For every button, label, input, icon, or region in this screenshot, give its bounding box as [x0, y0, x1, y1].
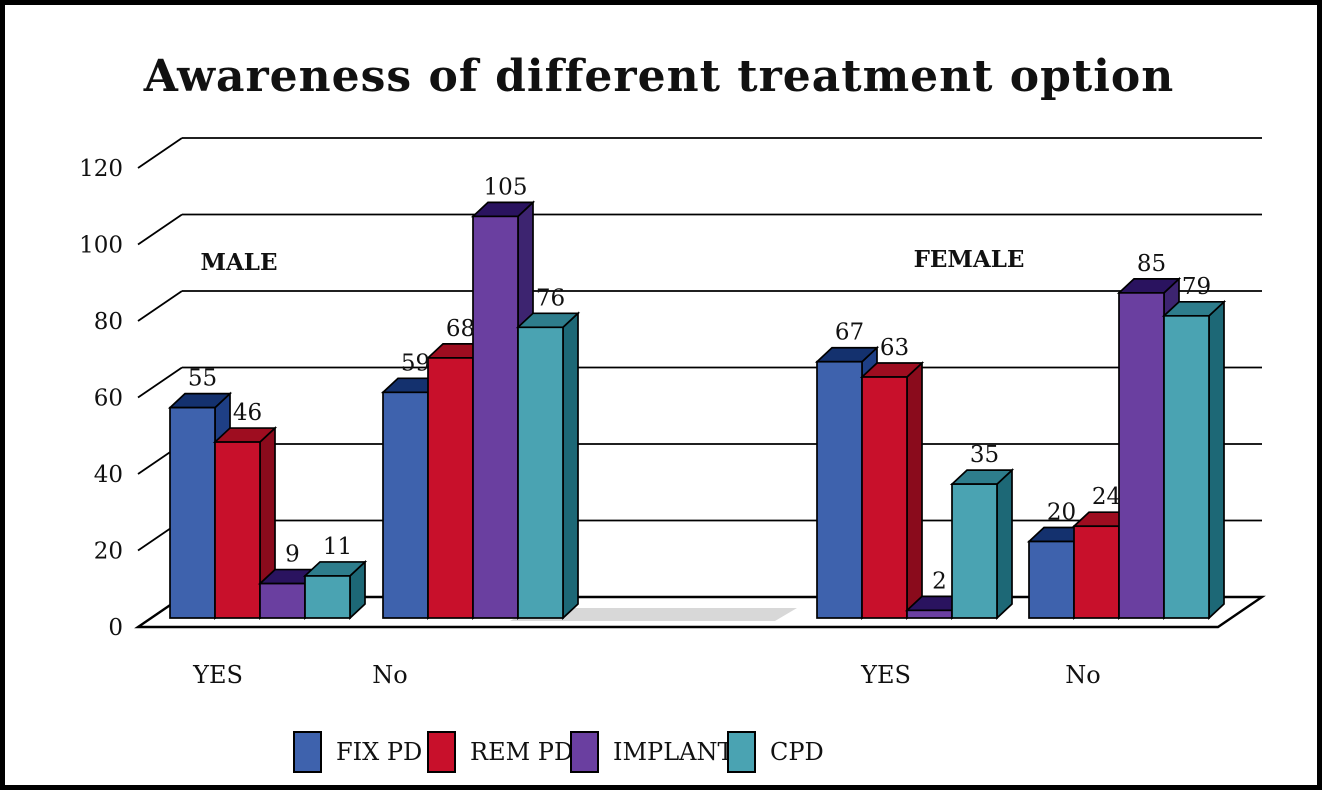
group-label-female: FEMALE	[913, 246, 1025, 273]
value-label: 85	[1137, 251, 1166, 277]
bar-front	[861, 376, 908, 619]
category-label: No	[1065, 661, 1100, 689]
floor-shadow	[510, 608, 797, 621]
axis-tick	[137, 137, 183, 169]
y-axis-label: 40	[94, 462, 123, 488]
value-label: 24	[1092, 484, 1121, 510]
value-label: 63	[880, 335, 909, 361]
bar-front	[427, 357, 474, 619]
y-axis-label: 120	[79, 156, 123, 182]
value-label: 55	[188, 366, 217, 392]
axis-tick	[137, 290, 183, 322]
bar-front	[382, 391, 429, 619]
bar-side	[906, 361, 923, 620]
bar-side	[996, 468, 1013, 620]
bar-front	[259, 582, 306, 619]
bar-front	[214, 441, 261, 619]
value-label: 105	[484, 174, 528, 200]
category-label: YES	[192, 661, 243, 689]
value-label: 67	[835, 320, 864, 346]
y-axis-label: 60	[94, 386, 123, 412]
group-label-male: MALE	[200, 249, 278, 276]
axis-tick	[137, 366, 183, 399]
bar-front	[951, 483, 998, 619]
value-label: 59	[401, 350, 430, 376]
chart-title: Awareness of different treatment option	[143, 51, 1175, 102]
value-label: 79	[1182, 274, 1211, 300]
value-label: 46	[233, 400, 262, 426]
value-label: 20	[1047, 500, 1076, 526]
category-label: YES	[860, 661, 911, 689]
value-label: 35	[970, 442, 999, 468]
bar-front	[816, 360, 863, 619]
value-label: 9	[285, 542, 300, 568]
bar-front	[472, 215, 519, 619]
y-axis-label: 100	[79, 233, 123, 259]
bar-front	[1163, 314, 1210, 619]
bar-front	[1073, 525, 1120, 619]
bar-front	[517, 326, 564, 619]
value-label: 76	[536, 285, 565, 311]
axis-tick	[137, 213, 183, 246]
y-axis-label: 0	[108, 615, 123, 641]
bar-front	[304, 575, 351, 619]
value-label: 11	[323, 534, 352, 560]
value-label: 68	[446, 316, 475, 342]
bar-front	[169, 406, 216, 619]
bar-side	[562, 311, 579, 620]
plot-area: 0 20 40 60 80 100 120 55 46 9 11 59 68 105 76 67 63 2 35 20…	[79, 137, 1266, 689]
category-label: No	[372, 661, 407, 689]
bar-front	[1028, 540, 1075, 619]
bar-front	[906, 609, 953, 619]
bar-front	[1118, 292, 1165, 619]
value-label: 2	[932, 568, 947, 594]
y-axis-label: 20	[94, 539, 123, 565]
bar-side	[1208, 299, 1225, 620]
y-axis-label: 80	[94, 309, 123, 335]
